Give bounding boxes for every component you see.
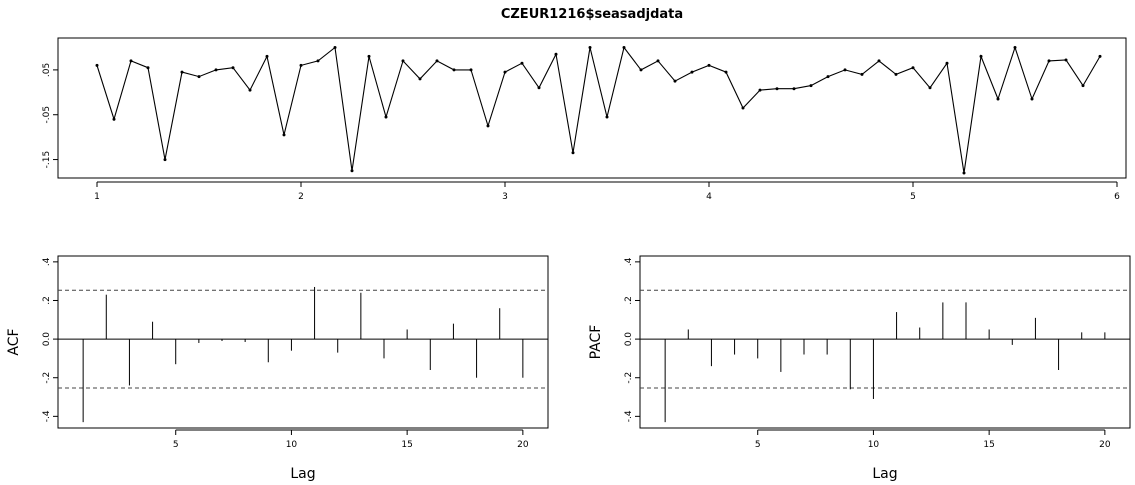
data-point — [792, 87, 796, 91]
x-tick-label: 15 — [983, 440, 994, 450]
pacf-panel: 5 10 15 20 -.4 -.2 0.0 .2 .4 Lag PACF — [588, 255, 1131, 482]
x-tick-label: 5 — [173, 440, 179, 450]
data-point — [299, 63, 303, 67]
data-point — [384, 115, 388, 119]
y-axis-label: PACF — [588, 325, 604, 360]
x-tick-label: 5 — [910, 192, 916, 202]
data-point — [843, 68, 847, 72]
data-point — [1064, 58, 1068, 62]
data-point — [996, 97, 1000, 101]
data-point — [724, 70, 728, 74]
time-series-panel: 1 2 3 4 5 6 -.15 -.05 .05 CZEUR1216$seasadjdata — [42, 7, 1127, 202]
y-tick-label: -.4 — [624, 410, 634, 422]
x-tick-label: 10 — [868, 440, 880, 450]
data-point — [537, 86, 541, 90]
data-point — [231, 66, 235, 70]
data-point — [112, 117, 116, 121]
x-tick-label: 4 — [706, 192, 712, 202]
data-point — [979, 54, 983, 58]
data-point — [877, 59, 881, 63]
data-point — [758, 88, 762, 92]
y-tick-label: 0.0 — [624, 332, 634, 347]
x-tick-label: 20 — [517, 440, 529, 450]
plot-frame — [57, 255, 549, 429]
x-tick-label: 20 — [1099, 440, 1111, 450]
data-point — [622, 46, 626, 49]
data-point — [639, 68, 643, 72]
x-axis-label: Lag — [872, 466, 897, 482]
x-tick-label: 5 — [755, 440, 761, 450]
series-line — [96, 45, 1101, 174]
data-point — [673, 79, 677, 83]
data-point — [469, 68, 473, 72]
data-point — [1013, 46, 1017, 49]
data-point — [248, 88, 252, 92]
data-point — [1047, 59, 1051, 63]
data-point — [911, 66, 915, 70]
data-point — [520, 61, 524, 65]
data-point — [503, 70, 507, 74]
x-tick-label: 2 — [298, 192, 304, 202]
x-tick-label: 10 — [286, 440, 298, 450]
data-point — [554, 52, 558, 56]
data-point — [316, 59, 320, 63]
data-point — [214, 68, 218, 72]
x-tick-label: 3 — [502, 192, 508, 202]
data-point — [1098, 54, 1102, 58]
data-point — [1081, 84, 1085, 88]
data-point — [367, 54, 371, 58]
y-tick-label: .2 — [624, 296, 634, 305]
y-tick-label: .4 — [42, 257, 52, 266]
data-point — [282, 133, 286, 137]
data-point — [333, 46, 337, 49]
data-point — [146, 66, 150, 70]
y-tick-label: .4 — [624, 257, 634, 266]
data-point — [928, 86, 932, 90]
data-point — [605, 115, 609, 119]
y-tick-label: .05 — [42, 63, 52, 77]
data-point — [741, 106, 745, 110]
data-point — [775, 87, 779, 91]
y-axis-label: ACF — [6, 328, 22, 355]
data-point — [707, 63, 711, 67]
data-point — [860, 72, 864, 76]
data-point — [894, 72, 898, 76]
data-point — [962, 171, 966, 175]
data-point — [571, 151, 575, 155]
y-tick-label: .2 — [42, 296, 52, 305]
data-point — [656, 59, 660, 63]
data-point — [401, 59, 405, 63]
data-point — [809, 84, 813, 88]
data-point — [826, 75, 830, 79]
y-tick-label: -.05 — [42, 106, 52, 124]
data-point — [452, 68, 456, 72]
data-point — [163, 158, 167, 162]
data-point — [588, 46, 592, 49]
y-tick-label: -.2 — [42, 372, 52, 384]
data-point — [180, 70, 184, 74]
data-point — [95, 63, 99, 67]
data-point — [197, 75, 201, 79]
data-point — [1030, 97, 1034, 101]
data-point — [418, 77, 422, 81]
x-axis-label: Lag — [290, 466, 315, 482]
data-point — [265, 54, 269, 58]
data-point — [350, 169, 354, 173]
data-point — [486, 124, 490, 128]
chart-title: CZEUR1216$seasadjdata — [501, 7, 683, 22]
y-tick-label: -.2 — [624, 372, 634, 384]
data-point — [129, 59, 133, 63]
plot-frame — [639, 255, 1131, 429]
y-tick-label: -.4 — [42, 410, 52, 422]
y-tick-label: 0.0 — [42, 332, 52, 347]
x-tick-label: 6 — [1114, 192, 1120, 202]
data-point — [945, 61, 949, 65]
x-tick-label: 1 — [94, 192, 100, 202]
data-point — [690, 70, 694, 74]
y-tick-label: -.15 — [42, 151, 52, 169]
data-point — [435, 59, 439, 63]
acf-panel: 5 10 15 20 -.4 -.2 0.0 .2 .4 Lag ACF — [6, 255, 549, 482]
x-tick-label: 15 — [401, 440, 412, 450]
